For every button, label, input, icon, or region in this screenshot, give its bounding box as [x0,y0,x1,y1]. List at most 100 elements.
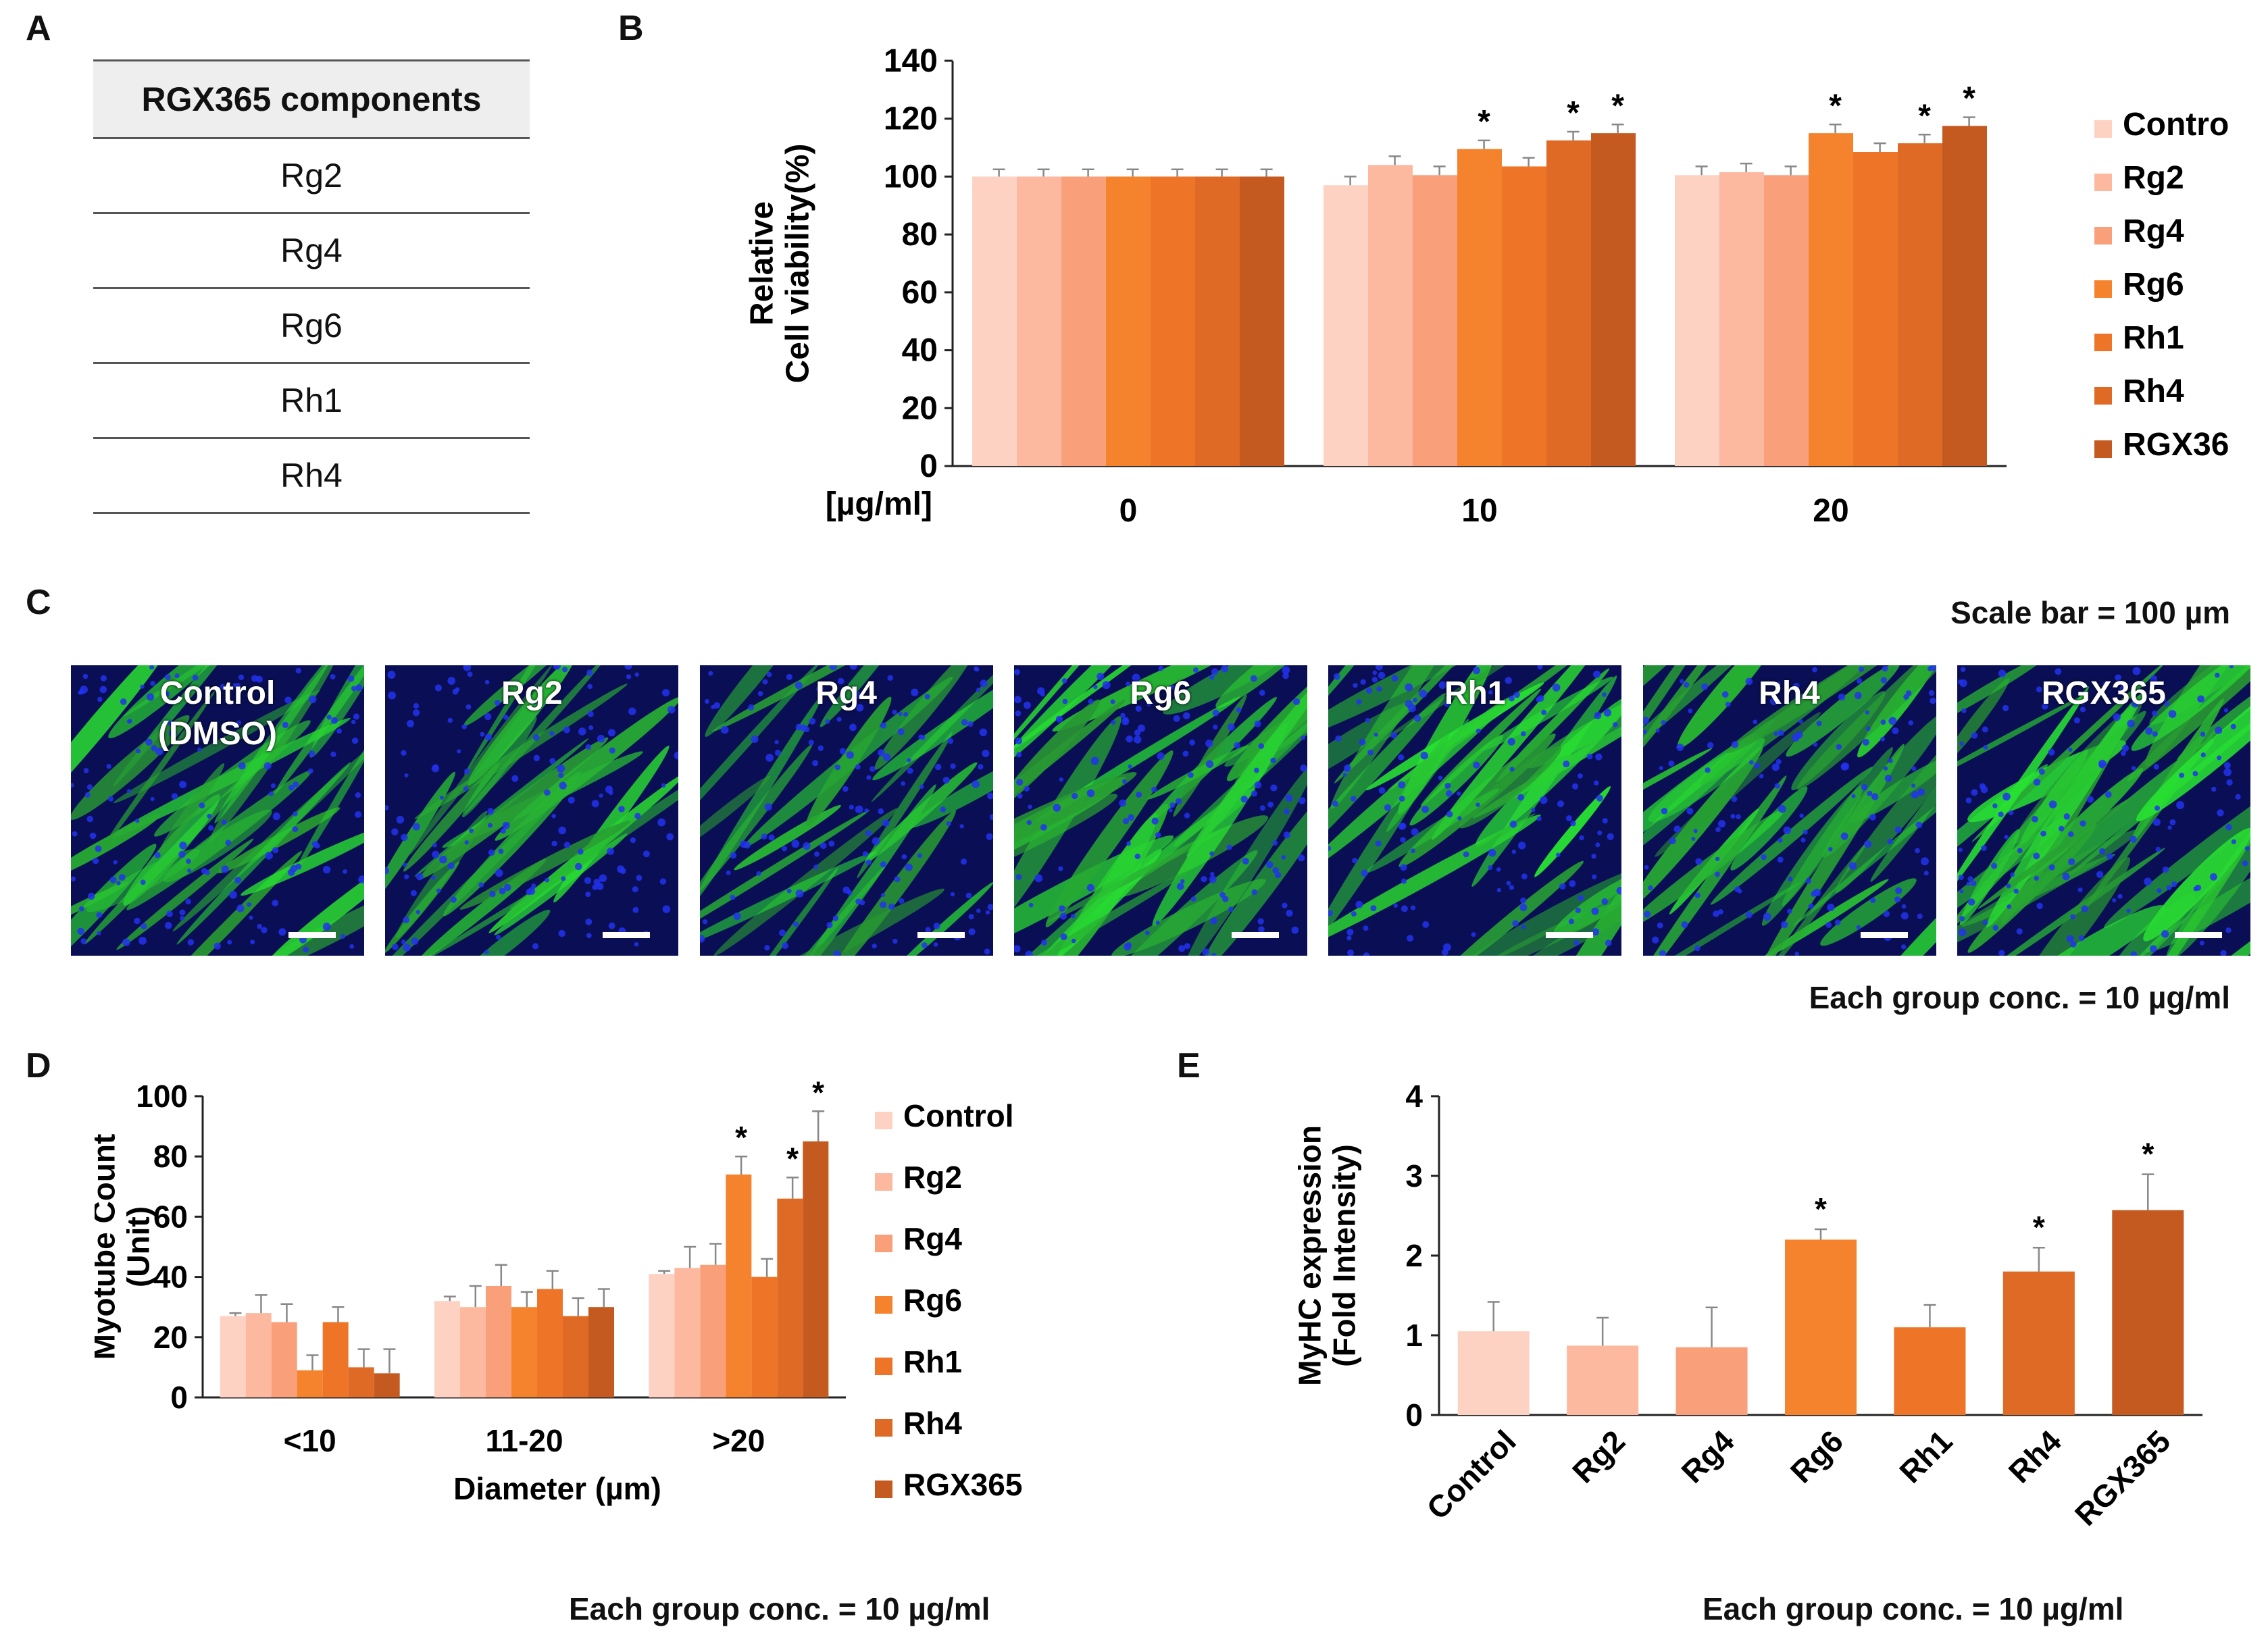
myotube-fiber [1957,665,2048,725]
nucleus-dot [2131,700,2139,708]
nucleus-dot [880,722,886,729]
nucleus-dot [869,766,876,772]
nucleus-dot [597,734,605,743]
nucleus-dot [1488,690,1493,695]
scale-bar [917,932,965,938]
myotube-fiber [2165,894,2250,956]
myotube-fiber [99,690,216,853]
myotube-fiber [71,814,161,881]
nucleus-dot [1792,683,1799,690]
nucleus-dot [981,750,990,758]
nucleus-dot [464,840,470,845]
nucleus-dot [828,840,834,847]
y-axis-label: RelativeCell viability(%) [745,144,816,384]
nucleus-dot [879,901,886,908]
y-tick-label: 100 [136,1079,188,1114]
y-axis-label-line: (Unit) [120,1206,155,1287]
y-tick-label: 2 [1405,1238,1423,1273]
significance-marker: * [786,1141,799,1176]
nucleus-dot [401,939,407,945]
table-row: Rg6 [93,289,530,364]
nucleus-dot [450,896,457,903]
myotube-fiber [1013,865,1139,956]
nucleus-dot [2166,885,2172,891]
nucleus-dot [1725,701,1731,707]
nucleus-dot [2235,794,2241,800]
nucleus-dot [1894,826,1902,833]
myotube-fiber [1527,828,1622,956]
bar [1675,1347,1748,1415]
nucleus-dot [2007,904,2011,909]
nucleus-dot [1693,829,1698,833]
micrograph-row: Control (DMSO) Rg2 Rg4 Rg6 Rh1 Rh4 RGX365 [71,665,2250,956]
nucleus-dot [155,747,163,756]
bar [220,1316,246,1397]
nucleus-dot [1880,719,1886,725]
nucleus-dot [1928,690,1934,696]
nucleus-dot [331,717,338,724]
nucleus-dot [558,929,566,937]
nucleus-dot [1780,921,1788,929]
nucleus-dot [1209,851,1214,856]
bar [1106,176,1151,466]
nucleus-dot [265,852,273,860]
nucleus-dot [634,672,640,677]
nucleus-dot [122,938,130,946]
nucleus-dot [1959,916,1965,922]
nucleus-dot [1060,933,1067,941]
nucleus-dot [412,823,421,831]
y-tick-label: 0 [1405,1397,1423,1433]
nucleus-dot [707,671,713,676]
nucleus-dot [80,938,87,944]
legend-swatch [2094,280,2112,298]
myotube-fiber [126,770,312,910]
legend-label: RGX365 [2123,427,2229,463]
nucleus-dot [1378,671,1386,679]
nucleus-dot [674,751,679,760]
nucleus-dot [757,691,763,696]
myotube-fiber [1438,860,1584,956]
components-table: RGX365 components Rg2 Rg4 Rg6 Rh1 Rh4 [93,59,530,514]
nucleus-dot [643,850,651,858]
nucleus-dot [238,674,245,681]
nucleus-dot [1540,796,1548,804]
nucleus-dot [100,675,107,681]
micrograph-label: Rh1 [1444,675,1506,711]
nucleus-dot [855,704,863,712]
legend-swatch [2094,174,2112,191]
nucleus-dot [1086,883,1094,892]
nucleus-dot [431,875,436,880]
y-tick-label: 4 [1405,1079,1423,1114]
nucleus-dot [971,780,980,788]
nucleus-dot [127,719,132,724]
nucleus-dot [222,819,227,825]
nucleus-dot [1917,913,1923,919]
nucleus-dot [1541,709,1547,715]
nucleus-dot [2167,825,2172,830]
nucleus-dot [1715,827,1721,833]
bar [1240,176,1284,466]
nucleus-dot [919,784,924,790]
nucleus-dot [551,813,557,819]
nucleus-dot [192,674,199,681]
nucleus-dot [1390,731,1398,739]
nucleus-dot [1967,876,1973,882]
nucleus-dot [2164,701,2169,706]
nucleus-dot [109,876,117,883]
nucleus-dot [2127,719,2135,727]
nucleus-dot [2153,764,2159,770]
nucleus-dot [1182,750,1189,757]
nucleus-dot [1771,763,1780,771]
nucleus-dot [480,731,485,737]
nucleus-dot [585,918,593,925]
nucleus-dot [1915,821,1922,829]
nucleus-dot [388,691,397,700]
nucleus-dot [272,900,279,906]
nucleus-dot [403,943,411,952]
nucleus-dot [1292,698,1301,706]
nucleus-dot [1602,692,1607,698]
nucleus-dot [1111,719,1116,725]
nucleus-dot [1775,681,1781,687]
nucleus-dot [756,871,761,877]
nucleus-dot [1352,858,1358,864]
